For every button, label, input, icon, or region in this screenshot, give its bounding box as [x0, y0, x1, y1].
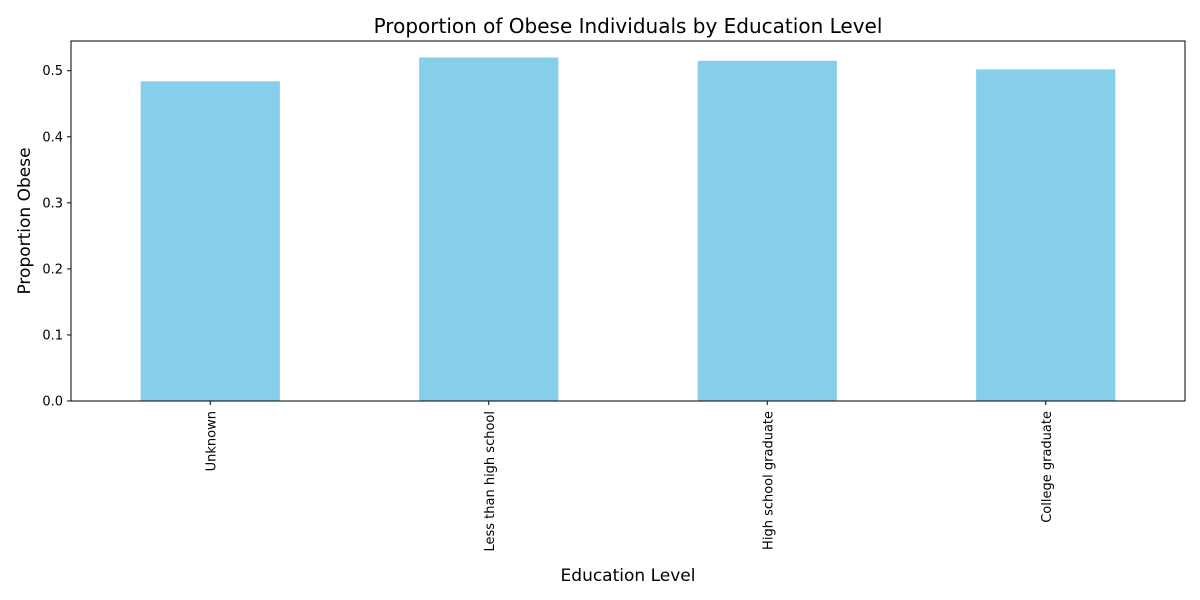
bar-high-school-graduate	[697, 60, 837, 401]
bars-group	[140, 57, 1116, 401]
x-axis-label: Education Level	[561, 566, 696, 586]
y-tick-label: 0.4	[42, 130, 63, 145]
x-tick-label: Less than high school	[483, 411, 498, 552]
y-tick-label: 0.2	[42, 262, 63, 277]
x-tick-label: High school graduate	[761, 411, 776, 550]
y-axis-ticks: 0.0 0.1 0.2 0.3 0.4 0.5	[42, 64, 71, 410]
bar-less-than-high-school	[419, 57, 559, 401]
y-tick-label: 0.1	[42, 328, 63, 343]
chart-title: Proportion of Obese Individuals by Educa…	[374, 14, 883, 38]
bar-college-graduate	[976, 69, 1116, 401]
y-tick-label: 0.5	[42, 64, 63, 79]
x-axis-ticks: Unknown Less than high school High school …	[204, 401, 1055, 552]
bar-unknown	[140, 81, 280, 401]
plot-frame	[70, 40, 1186, 402]
y-axis-label: Proportion Obese	[15, 147, 35, 294]
y-tick-label: 0.3	[42, 196, 63, 211]
x-tick-label: Unknown	[204, 411, 219, 471]
y-tick-label: 0.0	[42, 395, 63, 410]
x-tick-label: College graduate	[1040, 411, 1055, 523]
